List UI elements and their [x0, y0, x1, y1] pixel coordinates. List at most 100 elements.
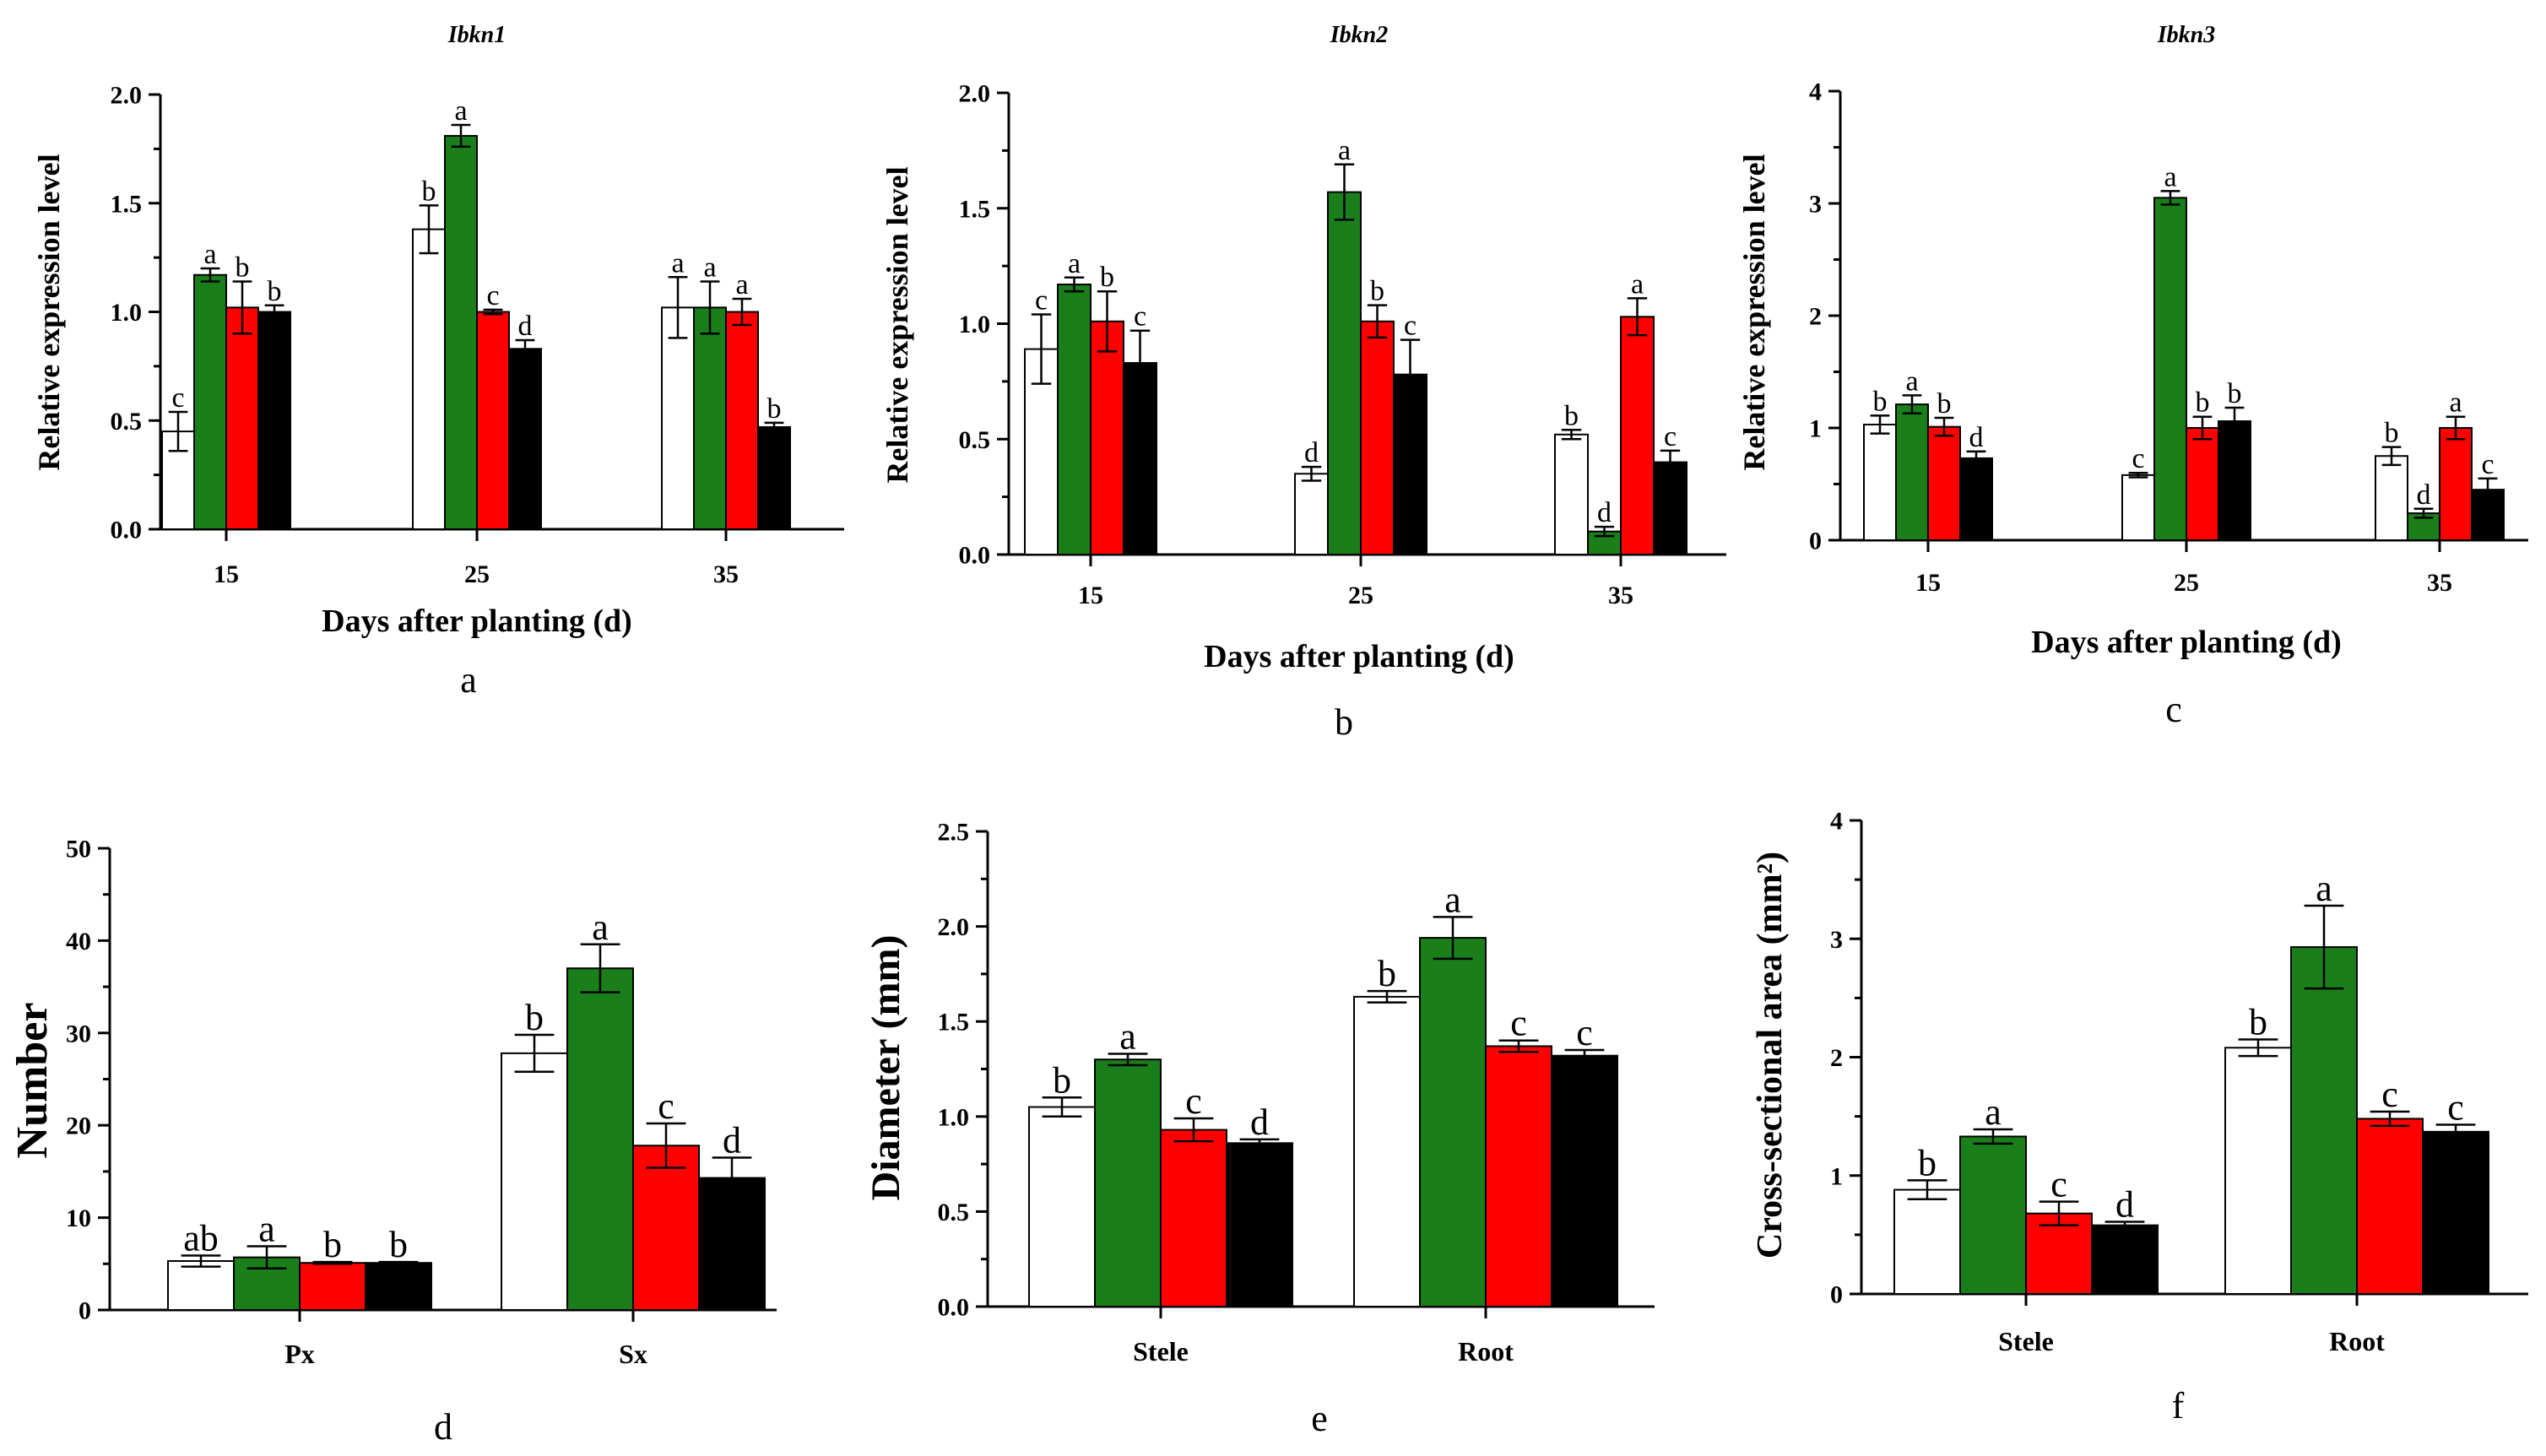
significance-letter: a — [1119, 1015, 1136, 1057]
x-tick-label: 15 — [1078, 582, 1103, 609]
x-tick-label: Sx — [619, 1339, 647, 1369]
y-tick-label: 20 — [66, 1112, 91, 1140]
bar-red — [2356, 1118, 2424, 1296]
significance-letter: d — [1304, 437, 1319, 468]
x-axis-label: Days after planting (d) — [322, 604, 632, 639]
bar-green — [566, 967, 634, 1311]
bar-white — [167, 1260, 235, 1311]
significance-letter: a — [592, 907, 609, 948]
bar-green — [1959, 1135, 2027, 1296]
significance-letter: a — [258, 1209, 275, 1250]
y-tick-label: 1 — [1830, 1162, 1843, 1190]
bar-black — [1959, 457, 1993, 541]
x-axis-label: Days after planting (d) — [1204, 639, 1514, 674]
significance-letter: d — [2417, 479, 2431, 511]
significance-letter: b — [525, 997, 544, 1038]
y-tick-label: 0 — [1830, 1281, 1843, 1309]
significance-letter: d — [2115, 1183, 2134, 1225]
bar-red — [725, 311, 759, 530]
bar-green — [2153, 197, 2187, 541]
y-tick-label: 1.5 — [938, 1009, 970, 1037]
bar-black — [508, 348, 542, 530]
y-tick-label: 0.5 — [111, 408, 143, 436]
bar-black — [2218, 420, 2251, 541]
y-tick-label: 1 — [1809, 415, 1822, 443]
bar-white — [1353, 995, 1421, 1307]
significance-letter: b — [236, 252, 250, 283]
y-tick-label: 4 — [1809, 78, 1822, 106]
significance-letter: b — [1564, 400, 1579, 431]
bar-black — [1653, 461, 1687, 555]
bar-black — [365, 1262, 432, 1312]
significance-letter: a — [2316, 868, 2332, 909]
y-tick-label: 40 — [66, 928, 91, 955]
y-tick-label: 4 — [1830, 808, 1843, 836]
chart-panel-c: Ibkn3 0 1 2 3 4 Relative expression level Days … — [1737, 22, 2528, 730]
significance-letter: d — [518, 311, 533, 342]
chart-panel-a: Ibkn1 0.0 0.5 1.0 1.5 2.0 Relative expression … — [32, 22, 844, 701]
bar-red — [299, 1262, 366, 1312]
x-tick-label: 35 — [1608, 582, 1633, 609]
y-tick-label: 1.0 — [959, 311, 991, 338]
bar-red — [476, 311, 510, 530]
significance-letter: c — [2050, 1164, 2067, 1205]
y-tick-label: 1.0 — [111, 299, 143, 327]
x-tick-label: Stele — [1133, 1336, 1189, 1367]
bar-red — [2186, 427, 2219, 541]
y-axis-label: Relative expression level — [1737, 154, 1771, 470]
y-tick-label: 2 — [1809, 303, 1822, 331]
bar-green — [1094, 1058, 1162, 1307]
y-tick-label: 0 — [79, 1297, 91, 1325]
significance-letter: b — [1370, 276, 1384, 307]
bar-white — [1028, 1106, 1096, 1308]
significance-letter: d — [1597, 497, 1612, 528]
y-axis-label: Relative expression level — [880, 166, 914, 483]
y-tick-label: 3 — [1809, 191, 1822, 219]
y-tick-label: 0.5 — [959, 426, 991, 454]
y-tick-label: 0.0 — [959, 542, 991, 570]
significance-letter: c — [1510, 1003, 1527, 1044]
bar-white — [412, 228, 446, 530]
bar-green — [193, 273, 227, 530]
bar-red — [2439, 427, 2473, 541]
y-tick-label: 1.5 — [959, 195, 991, 223]
significance-letter: b — [2385, 418, 2399, 449]
chart-panel-f: 0 1 2 3 4 Cross-sectional area (mm²) Stele b a c d… — [1751, 808, 2528, 1426]
significance-letter: c — [486, 280, 499, 311]
y-tick-label: 0.5 — [938, 1199, 970, 1226]
bar-green — [1057, 284, 1092, 555]
significance-letter: c — [2132, 443, 2144, 474]
y-tick-label: 0 — [1809, 528, 1822, 555]
bar-black — [2422, 1130, 2489, 1296]
significance-letter: b — [2228, 378, 2242, 409]
significance-letter: c — [1035, 285, 1048, 317]
bar-red — [1090, 320, 1124, 555]
bar-green — [1895, 403, 1929, 541]
y-axis-label: Relative expression level — [32, 154, 66, 470]
significance-letter: b — [767, 393, 782, 425]
significance-letter: a — [1068, 248, 1081, 279]
significance-letter: c — [2481, 449, 2494, 480]
y-tick-label: 2.0 — [111, 82, 143, 110]
significance-letter: c — [1134, 301, 1146, 333]
significance-letter: b — [422, 176, 436, 207]
significance-letter: b — [268, 276, 282, 307]
significance-letter: c — [2381, 1074, 2398, 1115]
bar-white — [501, 1052, 568, 1312]
bar-white — [2224, 1047, 2292, 1296]
significance-letter: b — [1873, 386, 1888, 417]
significance-letter: d — [723, 1119, 741, 1161]
significance-letter: c — [658, 1085, 674, 1127]
bar-green — [1327, 191, 1362, 555]
significance-letter: a — [1338, 135, 1351, 166]
bar-black — [757, 425, 791, 531]
chart-title: Ibkn3 — [2157, 22, 2215, 48]
significance-letter: b — [1053, 1059, 1071, 1101]
y-tick-label: 1.0 — [938, 1103, 970, 1131]
significance-letter: a — [203, 239, 216, 270]
bar-white — [2375, 455, 2408, 541]
significance-letter: a — [1631, 268, 1644, 300]
significance-letter: a — [454, 95, 467, 127]
bar-white — [1893, 1188, 1961, 1295]
